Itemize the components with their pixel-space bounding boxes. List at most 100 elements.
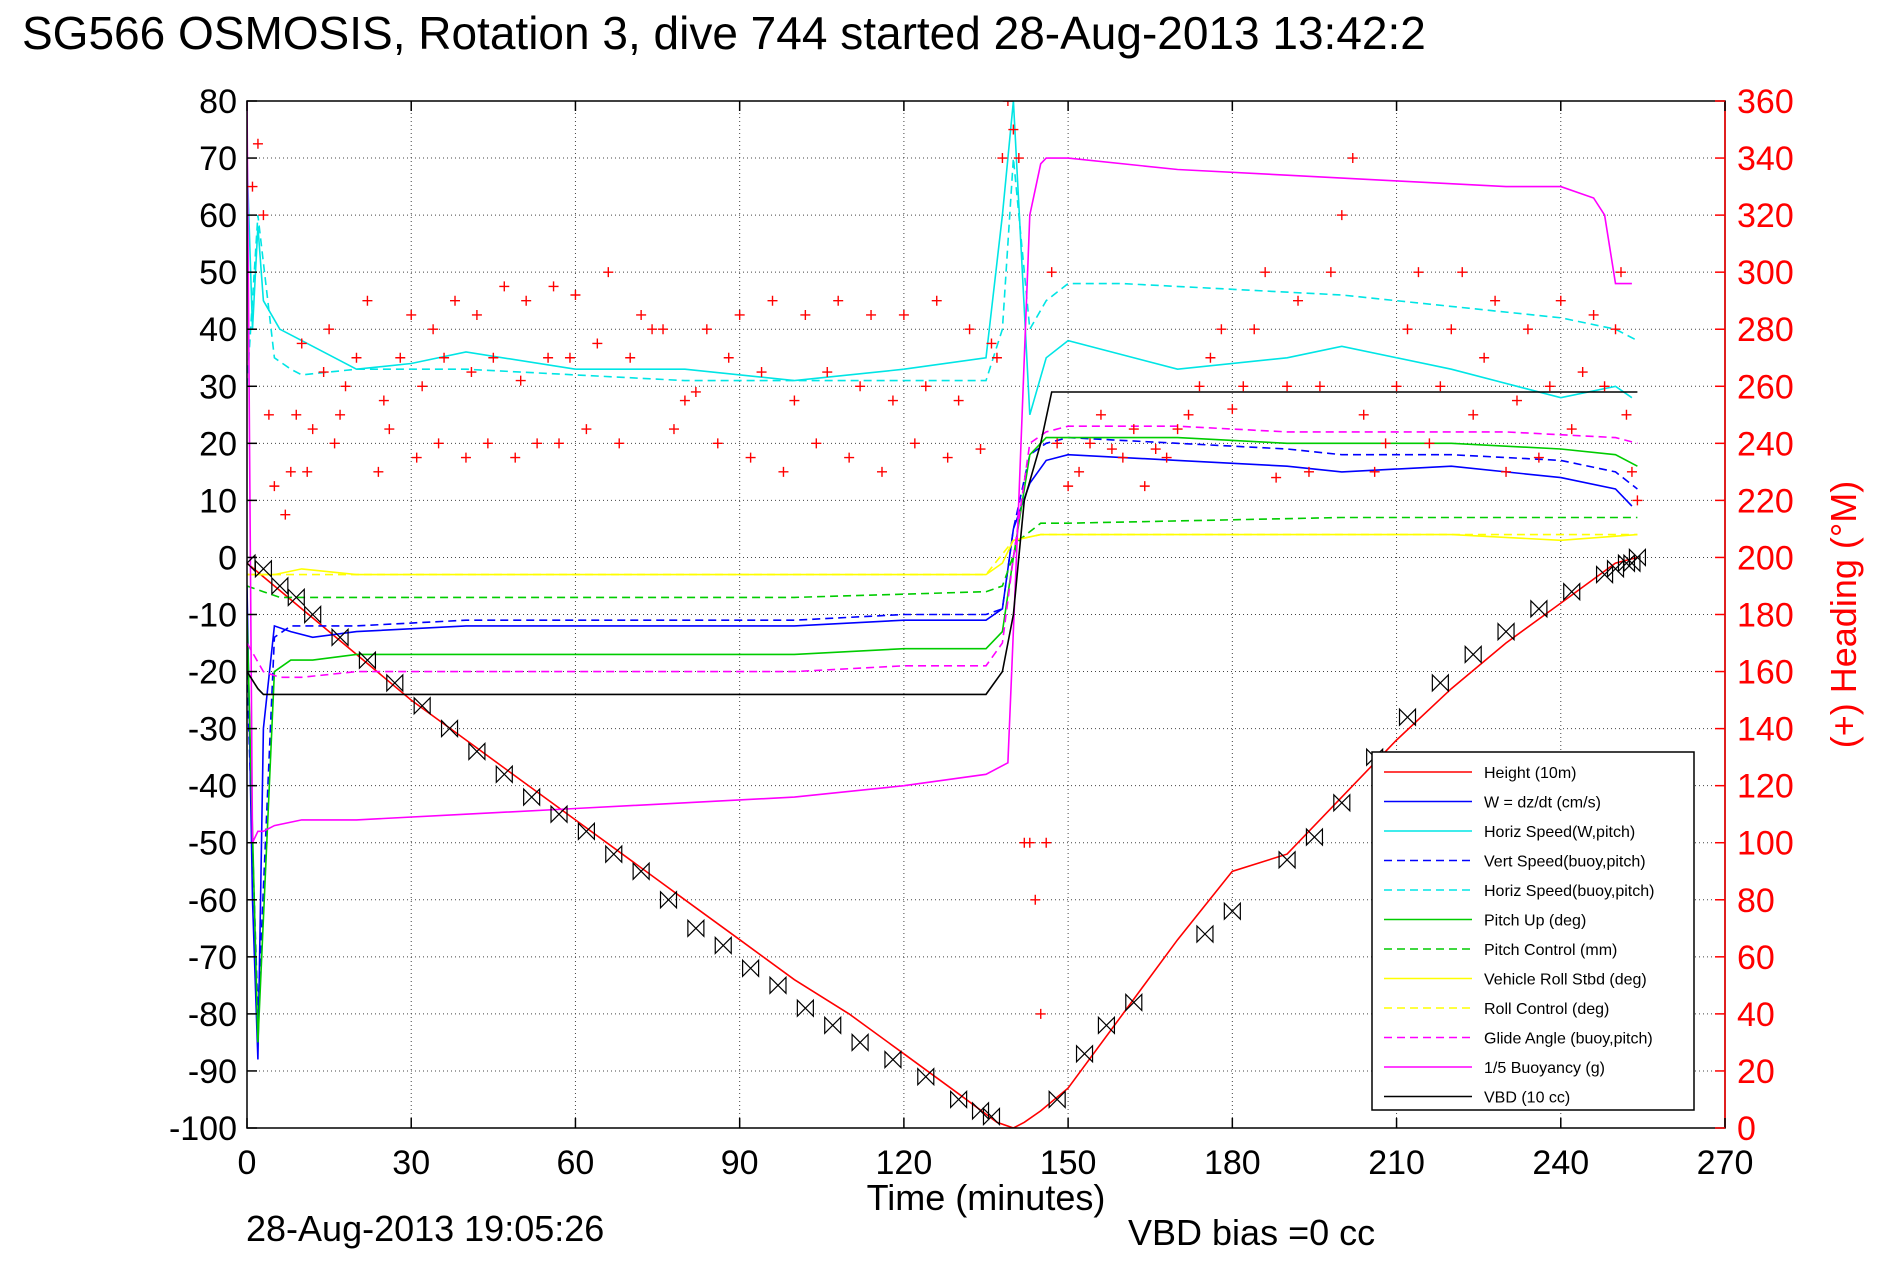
vbd-marker (1398, 707, 1417, 727)
heading-marker (1085, 438, 1096, 449)
heading-marker (855, 381, 866, 392)
series-line (247, 101, 1633, 416)
heading-marker (1008, 124, 1019, 135)
heading-marker (887, 395, 898, 406)
y-tick-label: 70 (199, 140, 237, 178)
vbd-marker (358, 650, 377, 670)
heading-marker (1095, 409, 1106, 420)
vbd-marker (824, 1015, 842, 1035)
heading-marker (1501, 466, 1512, 477)
heading-marker (340, 381, 351, 392)
vbd-marker (1464, 644, 1482, 664)
y-tick-label: 80 (199, 83, 237, 121)
vbd-marker (1563, 582, 1581, 602)
axes: 0 30 60 90 120 150 180 210 240 270 80 70 60 50 40 30 20 1… (169, 83, 1864, 1218)
vbd-marker (884, 1050, 902, 1069)
heading-marker (258, 210, 269, 221)
heading-marker (482, 438, 493, 449)
heading-marker (876, 466, 887, 477)
heading-marker (1391, 381, 1402, 392)
y-tick-label: 40 (199, 311, 237, 349)
heading-marker (625, 352, 636, 363)
heading-marker (1314, 381, 1325, 392)
vbd-marker (1333, 793, 1351, 813)
vbd-marker (982, 1107, 1001, 1127)
heading-marker (1435, 381, 1446, 392)
heading-marker (1194, 381, 1205, 392)
heading-marker (466, 367, 477, 378)
series-line (247, 453, 1633, 1060)
vbd-marker (440, 719, 459, 739)
heading-marker (822, 367, 833, 378)
heading-marker (581, 424, 592, 435)
heading-marker (1457, 267, 1468, 278)
heading-marker (1046, 267, 1057, 278)
series-group (247, 101, 1638, 1128)
heading-marker (1632, 495, 1643, 506)
timestamp: 28-Aug-2013 19:05:26 (246, 1208, 605, 1249)
vbd-marker (796, 998, 814, 1018)
heading-marker (570, 289, 581, 300)
series-line (247, 436, 1638, 1014)
heading-marker (1610, 324, 1621, 335)
heading-marker (1544, 381, 1555, 392)
vbd-marker (247, 553, 256, 573)
heading-marker (1577, 367, 1588, 378)
y2-axis-label: (+) Heading (°M) (1823, 481, 1864, 748)
heading-marker (521, 295, 532, 306)
heading-marker (1074, 466, 1085, 477)
heading-marker (1216, 324, 1227, 335)
vbd-marker (659, 890, 678, 910)
legend-label: VBD (10 cc) (1484, 1090, 1570, 1107)
legend-label: Roll Control (deg) (1484, 1001, 1609, 1018)
y-tick-label: 60 (199, 197, 237, 235)
y-tick-label: -80 (188, 996, 237, 1034)
vbd-marker (577, 821, 595, 841)
heading-marker (510, 452, 521, 463)
heading-marker (1621, 409, 1632, 420)
heading-marker (450, 295, 461, 306)
heading-marker (291, 409, 302, 420)
heading-marker (614, 438, 625, 449)
y2-tick-label: 240 (1737, 425, 1794, 463)
heading-marker (866, 309, 877, 320)
heading-marker (564, 352, 575, 363)
y-tick-label: -20 (188, 654, 237, 692)
legend: Height (10m) W = dz/dt (cm/s) Horiz Speed(… (1371, 751, 1695, 1111)
heading-marker (1566, 424, 1577, 435)
vbd-bias-label: VBD bias =0 cc (1128, 1212, 1376, 1253)
heading-marker (800, 309, 811, 320)
y2-tick-label: 280 (1737, 311, 1794, 349)
series-line (247, 391, 1638, 696)
heading-marker (1599, 381, 1610, 392)
y-tick-label: 20 (199, 425, 237, 463)
vbd-marker (413, 696, 431, 716)
heading-marker (395, 352, 406, 363)
y2-tick-label: 220 (1737, 482, 1794, 520)
heading-marker (1150, 444, 1161, 455)
heading-marker (920, 381, 931, 392)
legend-label: W = dz/dt (cm/s) (1484, 795, 1601, 812)
heading-marker (844, 452, 855, 463)
heading-marker (745, 452, 756, 463)
heading-marker (1238, 381, 1249, 392)
heading-marker (1358, 409, 1369, 420)
y2-tick-label: 80 (1737, 882, 1775, 920)
vbd-marker (550, 804, 568, 824)
heading-marker (1424, 438, 1435, 449)
chart-title: SG566 OSMOSIS, Rotation 3, dive 744 star… (22, 7, 1426, 59)
vbd-marker (1125, 993, 1143, 1012)
series-line (247, 425, 1638, 679)
heading-marker (1479, 352, 1490, 363)
vbd-marker (1628, 547, 1647, 567)
y2-tick-label: 320 (1737, 197, 1794, 235)
legend-box (1371, 751, 1695, 1111)
heading-marker (1380, 438, 1391, 449)
heading-marker (1035, 1008, 1046, 1019)
x-tick-label: 30 (392, 1144, 430, 1182)
heading-marker (1369, 466, 1380, 477)
heading-marker (1615, 267, 1626, 278)
vbd-marker (917, 1067, 935, 1087)
heading-marker (778, 466, 789, 477)
heading-marker (1041, 837, 1052, 848)
